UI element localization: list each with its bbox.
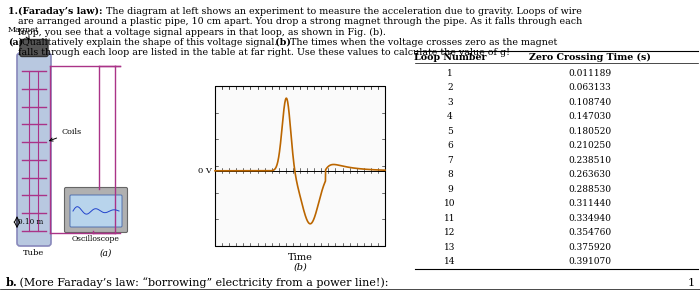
Text: (a): (a) (8, 38, 23, 46)
FancyBboxPatch shape (20, 40, 48, 57)
Text: 0.147030: 0.147030 (568, 112, 612, 121)
Text: 0.391070: 0.391070 (568, 257, 612, 266)
Text: 0.311440: 0.311440 (568, 199, 612, 208)
Text: 3: 3 (447, 98, 453, 107)
Text: Tube: Tube (23, 249, 45, 257)
Text: Coils: Coils (50, 128, 82, 141)
Text: 12: 12 (444, 228, 456, 237)
Text: The times when the voltage crosses zero as the magnet: The times when the voltage crosses zero … (290, 38, 557, 46)
Text: (b): (b) (272, 38, 291, 46)
Text: 0.210250: 0.210250 (568, 141, 612, 150)
Text: 1: 1 (688, 278, 695, 288)
Text: 0.108740: 0.108740 (568, 98, 612, 107)
Text: 6: 6 (447, 141, 453, 150)
Text: Oscilloscope: Oscilloscope (72, 235, 120, 243)
Text: falls through each loop are listed in the table at far right. Use these values t: falls through each loop are listed in th… (18, 48, 510, 57)
Text: Magnet: Magnet (8, 26, 39, 39)
Text: 0.263630: 0.263630 (568, 170, 611, 179)
Text: 0.180520: 0.180520 (568, 127, 612, 136)
Text: 0.354760: 0.354760 (568, 228, 612, 237)
Text: 0.334940: 0.334940 (568, 214, 611, 223)
Text: 5: 5 (447, 127, 453, 136)
Text: 0.063133: 0.063133 (568, 83, 611, 92)
Text: Qualitatively explain the shape of this voltage signal.: Qualitatively explain the shape of this … (22, 38, 277, 46)
Text: b.: b. (6, 277, 18, 288)
Text: 0.10 m: 0.10 m (18, 218, 43, 226)
Text: 1: 1 (447, 69, 453, 78)
Text: 14: 14 (444, 257, 456, 266)
Text: 0.375920: 0.375920 (568, 243, 612, 252)
FancyBboxPatch shape (70, 195, 122, 227)
Text: 13: 13 (444, 243, 456, 252)
Text: 0 V: 0 V (198, 167, 212, 175)
Text: Time: Time (288, 253, 312, 262)
Text: 7: 7 (447, 156, 453, 165)
Text: 0.288530: 0.288530 (568, 185, 612, 194)
Text: 0.011189: 0.011189 (568, 69, 612, 78)
Text: 8: 8 (447, 170, 453, 179)
Text: (Faraday’s law):: (Faraday’s law): (18, 7, 102, 16)
FancyBboxPatch shape (64, 187, 127, 232)
Text: 1.: 1. (8, 7, 21, 16)
Text: are arranged around a plastic pipe, 10 cm apart. You drop a strong magnet throug: are arranged around a plastic pipe, 10 c… (18, 17, 582, 26)
Text: (More Faraday’s law: “borrowing” electricity from a power line!):: (More Faraday’s law: “borrowing” electri… (16, 277, 389, 288)
Text: 10: 10 (444, 199, 456, 208)
Text: 11: 11 (444, 214, 456, 223)
Text: Zero Crossing Time (s): Zero Crossing Time (s) (529, 53, 651, 62)
Text: (b): (b) (293, 263, 307, 272)
Text: 2: 2 (447, 83, 453, 92)
Text: (a): (a) (100, 249, 112, 258)
Text: Loop Number: Loop Number (414, 53, 486, 62)
Text: The diagram at left shows an experiment to measure the acceleration due to gravi: The diagram at left shows an experiment … (103, 7, 582, 16)
Bar (215, 86, 385, 246)
Text: 0.238510: 0.238510 (568, 156, 612, 165)
Text: 4: 4 (447, 112, 453, 121)
Text: loop, you see that a voltage signal appears in that loop, as shown in Fig. (b).: loop, you see that a voltage signal appe… (18, 27, 386, 37)
FancyBboxPatch shape (17, 53, 51, 246)
Text: 9: 9 (447, 185, 453, 194)
